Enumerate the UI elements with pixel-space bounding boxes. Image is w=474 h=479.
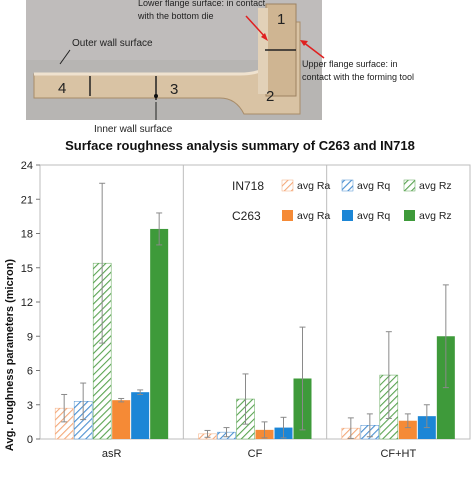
y-axis-label: Avg. roughness parameters (micron) xyxy=(4,259,16,451)
y-tick-label: 12 xyxy=(21,297,33,309)
bar-c263-avg-rq xyxy=(131,392,150,439)
legend-swatch xyxy=(282,210,293,221)
roughness-chart: Surface roughness analysis summary of C2… xyxy=(4,138,471,460)
chart-axes: 0 3 6 9 12 15 18 21 24 asR CF CF+HT xyxy=(21,160,471,460)
legend-swatch xyxy=(341,179,354,192)
y-tick-label: 15 xyxy=(21,263,33,275)
sample-label-4: 4 xyxy=(58,80,66,97)
inner-wall-label: Inner wall surface xyxy=(94,124,173,135)
legend-entry-label: avg Rz xyxy=(419,180,452,192)
y-tick-label: 18 xyxy=(21,229,33,241)
chart-title: Surface roughness analysis summary of C2… xyxy=(65,138,415,153)
legend-swatch xyxy=(281,179,294,192)
legend-entry-label: avg Rq xyxy=(357,180,390,192)
x-tick-label: CF xyxy=(248,448,263,460)
sample-label-1: 1 xyxy=(277,11,285,28)
legend-swatch xyxy=(404,210,415,221)
legend-swatch xyxy=(342,210,353,221)
y-tick-label: 0 xyxy=(27,434,33,446)
lower-flange-label-line2: with the bottom die xyxy=(137,11,214,21)
upper-flange-arrow xyxy=(302,41,325,59)
legend-entry-label: avg Ra xyxy=(297,210,330,222)
legend-entry-label: avg Rz xyxy=(419,210,452,222)
upper-flange-label-line1: Upper flange surface: in xyxy=(302,59,398,69)
lower-flange-arrow xyxy=(245,15,267,39)
sample-photo: 4 3 2 1 Lower flange surface: in contact… xyxy=(0,0,474,135)
lower-flange-label-line1: Lower flange surface: in contact xyxy=(138,0,266,8)
chart-bars xyxy=(54,182,455,440)
sample-label-3: 3 xyxy=(170,81,178,98)
chart-panel: Surface roughness analysis summary of C2… xyxy=(0,135,474,474)
y-tick-label: 9 xyxy=(27,331,33,343)
x-tick-label: asR xyxy=(102,448,122,460)
bar-c263-avg-ra xyxy=(398,420,417,439)
sample-photo-panel: 4 3 2 1 Lower flange surface: in contact… xyxy=(0,0,474,135)
x-tick-label: CF+HT xyxy=(380,448,416,460)
outer-wall-label: Outer wall surface xyxy=(72,38,153,49)
y-tick-label: 21 xyxy=(21,194,33,206)
y-tick-label: 24 xyxy=(21,160,33,172)
bar-c263-avg-rz xyxy=(150,228,169,439)
legend-entry-label: avg Ra xyxy=(297,180,330,192)
legend-group-label: IN718 xyxy=(232,179,264,193)
upper-flange-label-line2: contact with the forming tool xyxy=(302,72,414,82)
y-tick-label: 6 xyxy=(27,366,33,378)
legend-group-label: C263 xyxy=(232,209,261,223)
legend-entry-label: avg Rq xyxy=(357,210,390,222)
y-tick-label: 3 xyxy=(27,400,33,412)
bar-c263-avg-ra xyxy=(112,400,131,439)
sample-label-2: 2 xyxy=(266,88,274,105)
chart-legend: IN718 avg Ra avg Rq avg Rz C263 avg Ra avg Rq a… xyxy=(232,179,452,223)
legend-swatch xyxy=(403,179,416,192)
